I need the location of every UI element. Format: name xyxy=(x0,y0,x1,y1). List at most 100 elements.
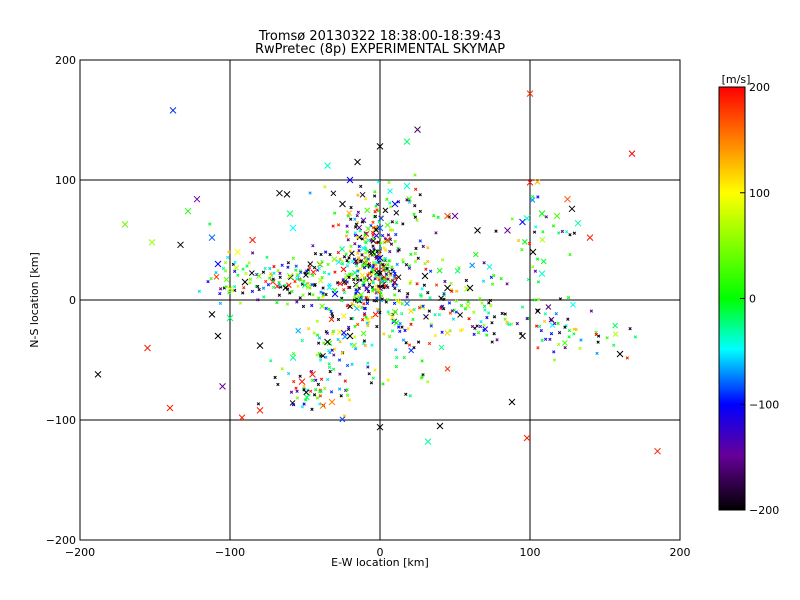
data-point-small xyxy=(365,321,369,325)
data-point-small xyxy=(250,251,255,255)
data-point-large xyxy=(376,143,384,150)
data-point-small xyxy=(356,269,360,273)
data-point-small xyxy=(387,259,391,263)
data-point-small xyxy=(383,248,388,252)
data-point-small xyxy=(529,197,536,203)
data-point-small xyxy=(394,232,398,237)
data-point-small xyxy=(536,346,540,350)
data-point-small xyxy=(339,246,345,252)
data-point-small xyxy=(521,238,528,245)
data-point-small xyxy=(336,337,340,342)
data-point-small xyxy=(307,261,314,267)
data-point-small xyxy=(382,207,389,214)
data-point-small xyxy=(337,358,342,362)
data-point-small xyxy=(378,246,383,250)
data-point-small xyxy=(393,239,397,244)
data-point-small xyxy=(353,225,358,229)
data-point-small xyxy=(352,277,356,282)
data-point-large xyxy=(654,447,661,455)
data-point-small xyxy=(307,292,312,296)
data-point-small xyxy=(312,265,317,270)
data-point-small xyxy=(315,353,319,357)
data-point-small xyxy=(413,204,417,208)
data-point-small xyxy=(386,233,391,237)
colorbar-ticks: 200 100 0 −100 −200 xyxy=(740,81,779,517)
data-point-small xyxy=(366,257,371,261)
data-point-small xyxy=(372,194,377,198)
data-point-small xyxy=(596,334,601,338)
data-point-small xyxy=(381,382,385,386)
data-point-small xyxy=(387,259,392,263)
data-point-small xyxy=(390,265,394,269)
data-point-small xyxy=(364,315,368,319)
data-point-small xyxy=(359,278,363,282)
data-point-small xyxy=(318,390,322,394)
data-point-small xyxy=(384,222,391,228)
data-point-small xyxy=(318,354,323,358)
data-point-large xyxy=(523,215,531,222)
data-point-small xyxy=(422,283,427,287)
data-point-small xyxy=(354,222,359,226)
data-point-small xyxy=(389,279,393,284)
data-point-small xyxy=(404,392,408,396)
data-point-large xyxy=(324,162,331,169)
data-point-small xyxy=(437,312,442,317)
data-point-small xyxy=(420,287,424,291)
data-point-small xyxy=(295,389,299,393)
data-point-small xyxy=(366,238,371,242)
data-point-small xyxy=(353,231,357,235)
data-point-large xyxy=(144,344,151,352)
data-point-small xyxy=(450,289,454,293)
data-point-small xyxy=(345,388,349,392)
data-point-small xyxy=(320,275,324,280)
data-point-small xyxy=(531,265,535,269)
data-point-small xyxy=(400,311,404,316)
data-point-large xyxy=(276,189,283,197)
data-point-small xyxy=(548,316,555,323)
data-point-small xyxy=(326,340,333,347)
data-point-small xyxy=(594,332,598,337)
data-point-small xyxy=(376,307,380,311)
data-point-small xyxy=(476,331,481,335)
data-point-small xyxy=(344,252,348,256)
data-point-small xyxy=(596,340,600,344)
data-point-small xyxy=(378,235,382,240)
data-point-small xyxy=(395,355,399,360)
data-point-small xyxy=(541,230,545,234)
data-point-small xyxy=(391,319,395,323)
data-point-small xyxy=(317,351,322,356)
data-point-small xyxy=(261,270,266,274)
data-point-small xyxy=(340,313,347,319)
data-point-small xyxy=(340,262,345,266)
x-tick-label: −100 xyxy=(215,546,245,559)
data-point-small xyxy=(291,256,295,260)
data-point-small xyxy=(519,331,523,336)
data-point-small xyxy=(349,342,353,347)
data-point-small xyxy=(311,244,315,248)
data-point-small xyxy=(485,315,489,320)
data-point-small xyxy=(319,303,325,310)
data-point-small xyxy=(520,247,524,252)
data-point-small xyxy=(349,316,353,321)
data-point-small xyxy=(373,368,377,372)
data-point-small xyxy=(408,394,412,398)
data-point-small xyxy=(557,231,561,235)
data-point-small xyxy=(280,367,284,371)
data-point-small xyxy=(248,270,255,276)
data-point-small xyxy=(340,266,347,273)
data-point-small xyxy=(293,279,297,284)
data-point-large xyxy=(286,210,294,217)
data-point-small xyxy=(494,229,498,233)
data-point-small xyxy=(566,317,570,321)
data-point-small xyxy=(314,388,318,392)
data-point-small xyxy=(356,210,360,214)
data-point-large xyxy=(256,407,264,414)
data-point-small xyxy=(355,235,360,239)
data-point-small xyxy=(340,298,344,303)
data-point-small xyxy=(268,276,272,280)
data-point-small xyxy=(338,257,342,261)
data-point-small xyxy=(371,261,376,265)
data-point-small xyxy=(338,372,342,376)
data-point-small xyxy=(232,284,237,289)
data-point-small xyxy=(390,268,394,272)
